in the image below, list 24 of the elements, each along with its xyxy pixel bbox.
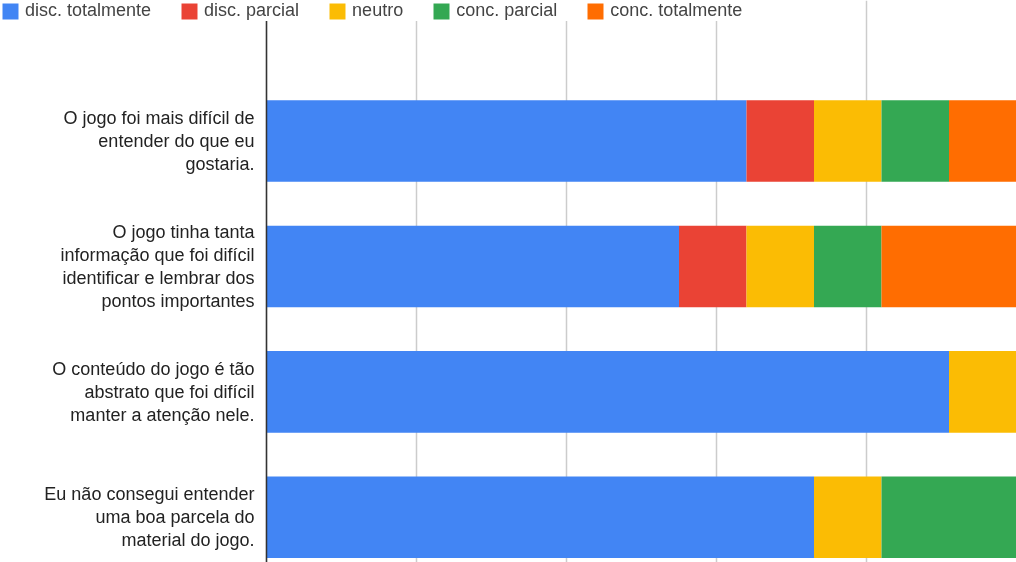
bar <box>266 100 747 182</box>
bar <box>266 225 679 308</box>
legend-label: conc. parcial <box>456 0 558 21</box>
legend-label: conc. totalmente <box>610 0 743 21</box>
y-tick-label: O jogo foi mais difícil de entender do que eu gostaria. <box>63 108 255 174</box>
bar <box>949 351 1016 433</box>
bar <box>881 100 949 182</box>
y-tick-label: O jogo tinha tanta informação que foi difícil identificar e lembrar dos pontos importantes <box>60 221 256 311</box>
legend-label: neutro <box>352 0 404 21</box>
bar <box>881 225 1016 308</box>
legend-label: disc. totalmente <box>25 0 152 21</box>
bar <box>881 476 1016 559</box>
bar <box>814 476 882 559</box>
bar <box>949 100 1016 182</box>
bar <box>266 476 814 559</box>
bar <box>679 225 747 308</box>
y-tick-label: Eu não consegui entender uma boa parcela do material do jogo. <box>44 484 255 551</box>
bar <box>746 225 814 308</box>
y-tick-label: O conteúdo do jogo é tão abstrato que foi difícil manter a atenção nele. <box>52 358 255 425</box>
bar <box>814 100 882 182</box>
legend-label: disc. parcial <box>204 0 300 21</box>
bar <box>746 100 814 182</box>
bar <box>266 351 949 433</box>
bar <box>814 225 882 308</box>
